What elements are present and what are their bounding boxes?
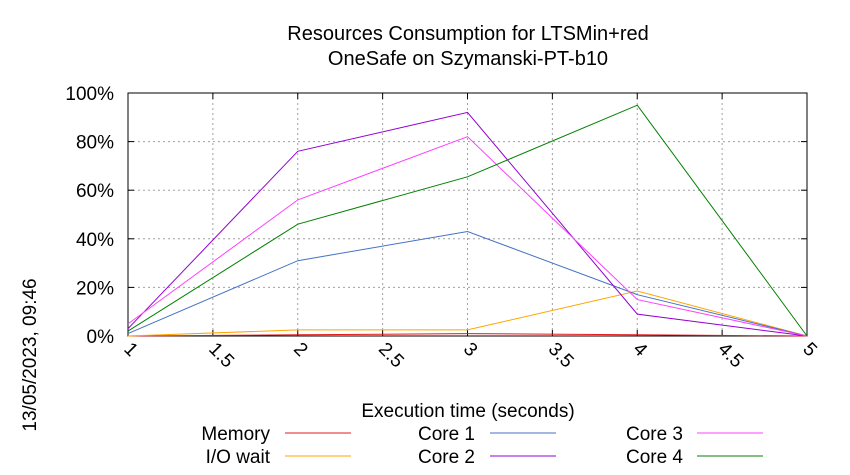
series-line-i-o-wait xyxy=(127,290,808,337)
chart-title-line-1: Resources Consumption for LTSMin+red xyxy=(287,23,648,45)
series-line-core-3 xyxy=(127,136,808,337)
x-axis-label: Execution time (seconds) xyxy=(361,401,574,422)
legend-label-core-2: Core 2 xyxy=(418,447,475,468)
legend-label-core-1: Core 1 xyxy=(418,424,475,445)
legend-label-memory: Memory xyxy=(201,424,270,445)
x-tick-label: 5 xyxy=(798,339,820,361)
x-tick-label: 1.5 xyxy=(204,339,238,373)
x-tick-label: 4.5 xyxy=(714,339,748,373)
series-lines xyxy=(127,104,808,337)
y-tick-label: 0% xyxy=(87,327,115,348)
series-line-core-4 xyxy=(127,104,808,337)
axes xyxy=(127,92,808,337)
y-tick-label: 80% xyxy=(76,133,114,154)
y-tick-label: 100% xyxy=(65,84,114,105)
x-tick-label: 2.5 xyxy=(374,339,408,373)
y-tick-label: 40% xyxy=(76,230,114,251)
legend-label-i-o-wait: I/O wait xyxy=(206,447,271,468)
x-tick-label: 3.5 xyxy=(544,339,578,373)
series-line-memory xyxy=(127,333,808,337)
chart-title-line-2: OneSafe on Szymanski-PT-b10 xyxy=(328,48,608,70)
tick-labels: 0% 20% 40% 60% 80% 100% 1 1.5 2 2.5 3 3.5 4 4.5 5 xyxy=(65,84,820,372)
x-tick-label: 2 xyxy=(289,339,311,361)
y-tick-label: 20% xyxy=(76,278,114,299)
series-line-core-1 xyxy=(127,230,808,337)
grid xyxy=(128,93,807,336)
x-tick-label: 1 xyxy=(119,339,141,361)
y-tick-label: 60% xyxy=(76,181,114,202)
series-line-core-2 xyxy=(127,111,808,337)
x-tick-label: 3 xyxy=(459,339,481,361)
legend-label-core-4: Core 4 xyxy=(626,447,683,468)
timestamp-label: 13/05/2023, 09:46 xyxy=(20,278,41,431)
legend-label-core-3: Core 3 xyxy=(626,424,683,445)
x-tick-label: 4 xyxy=(629,339,652,362)
